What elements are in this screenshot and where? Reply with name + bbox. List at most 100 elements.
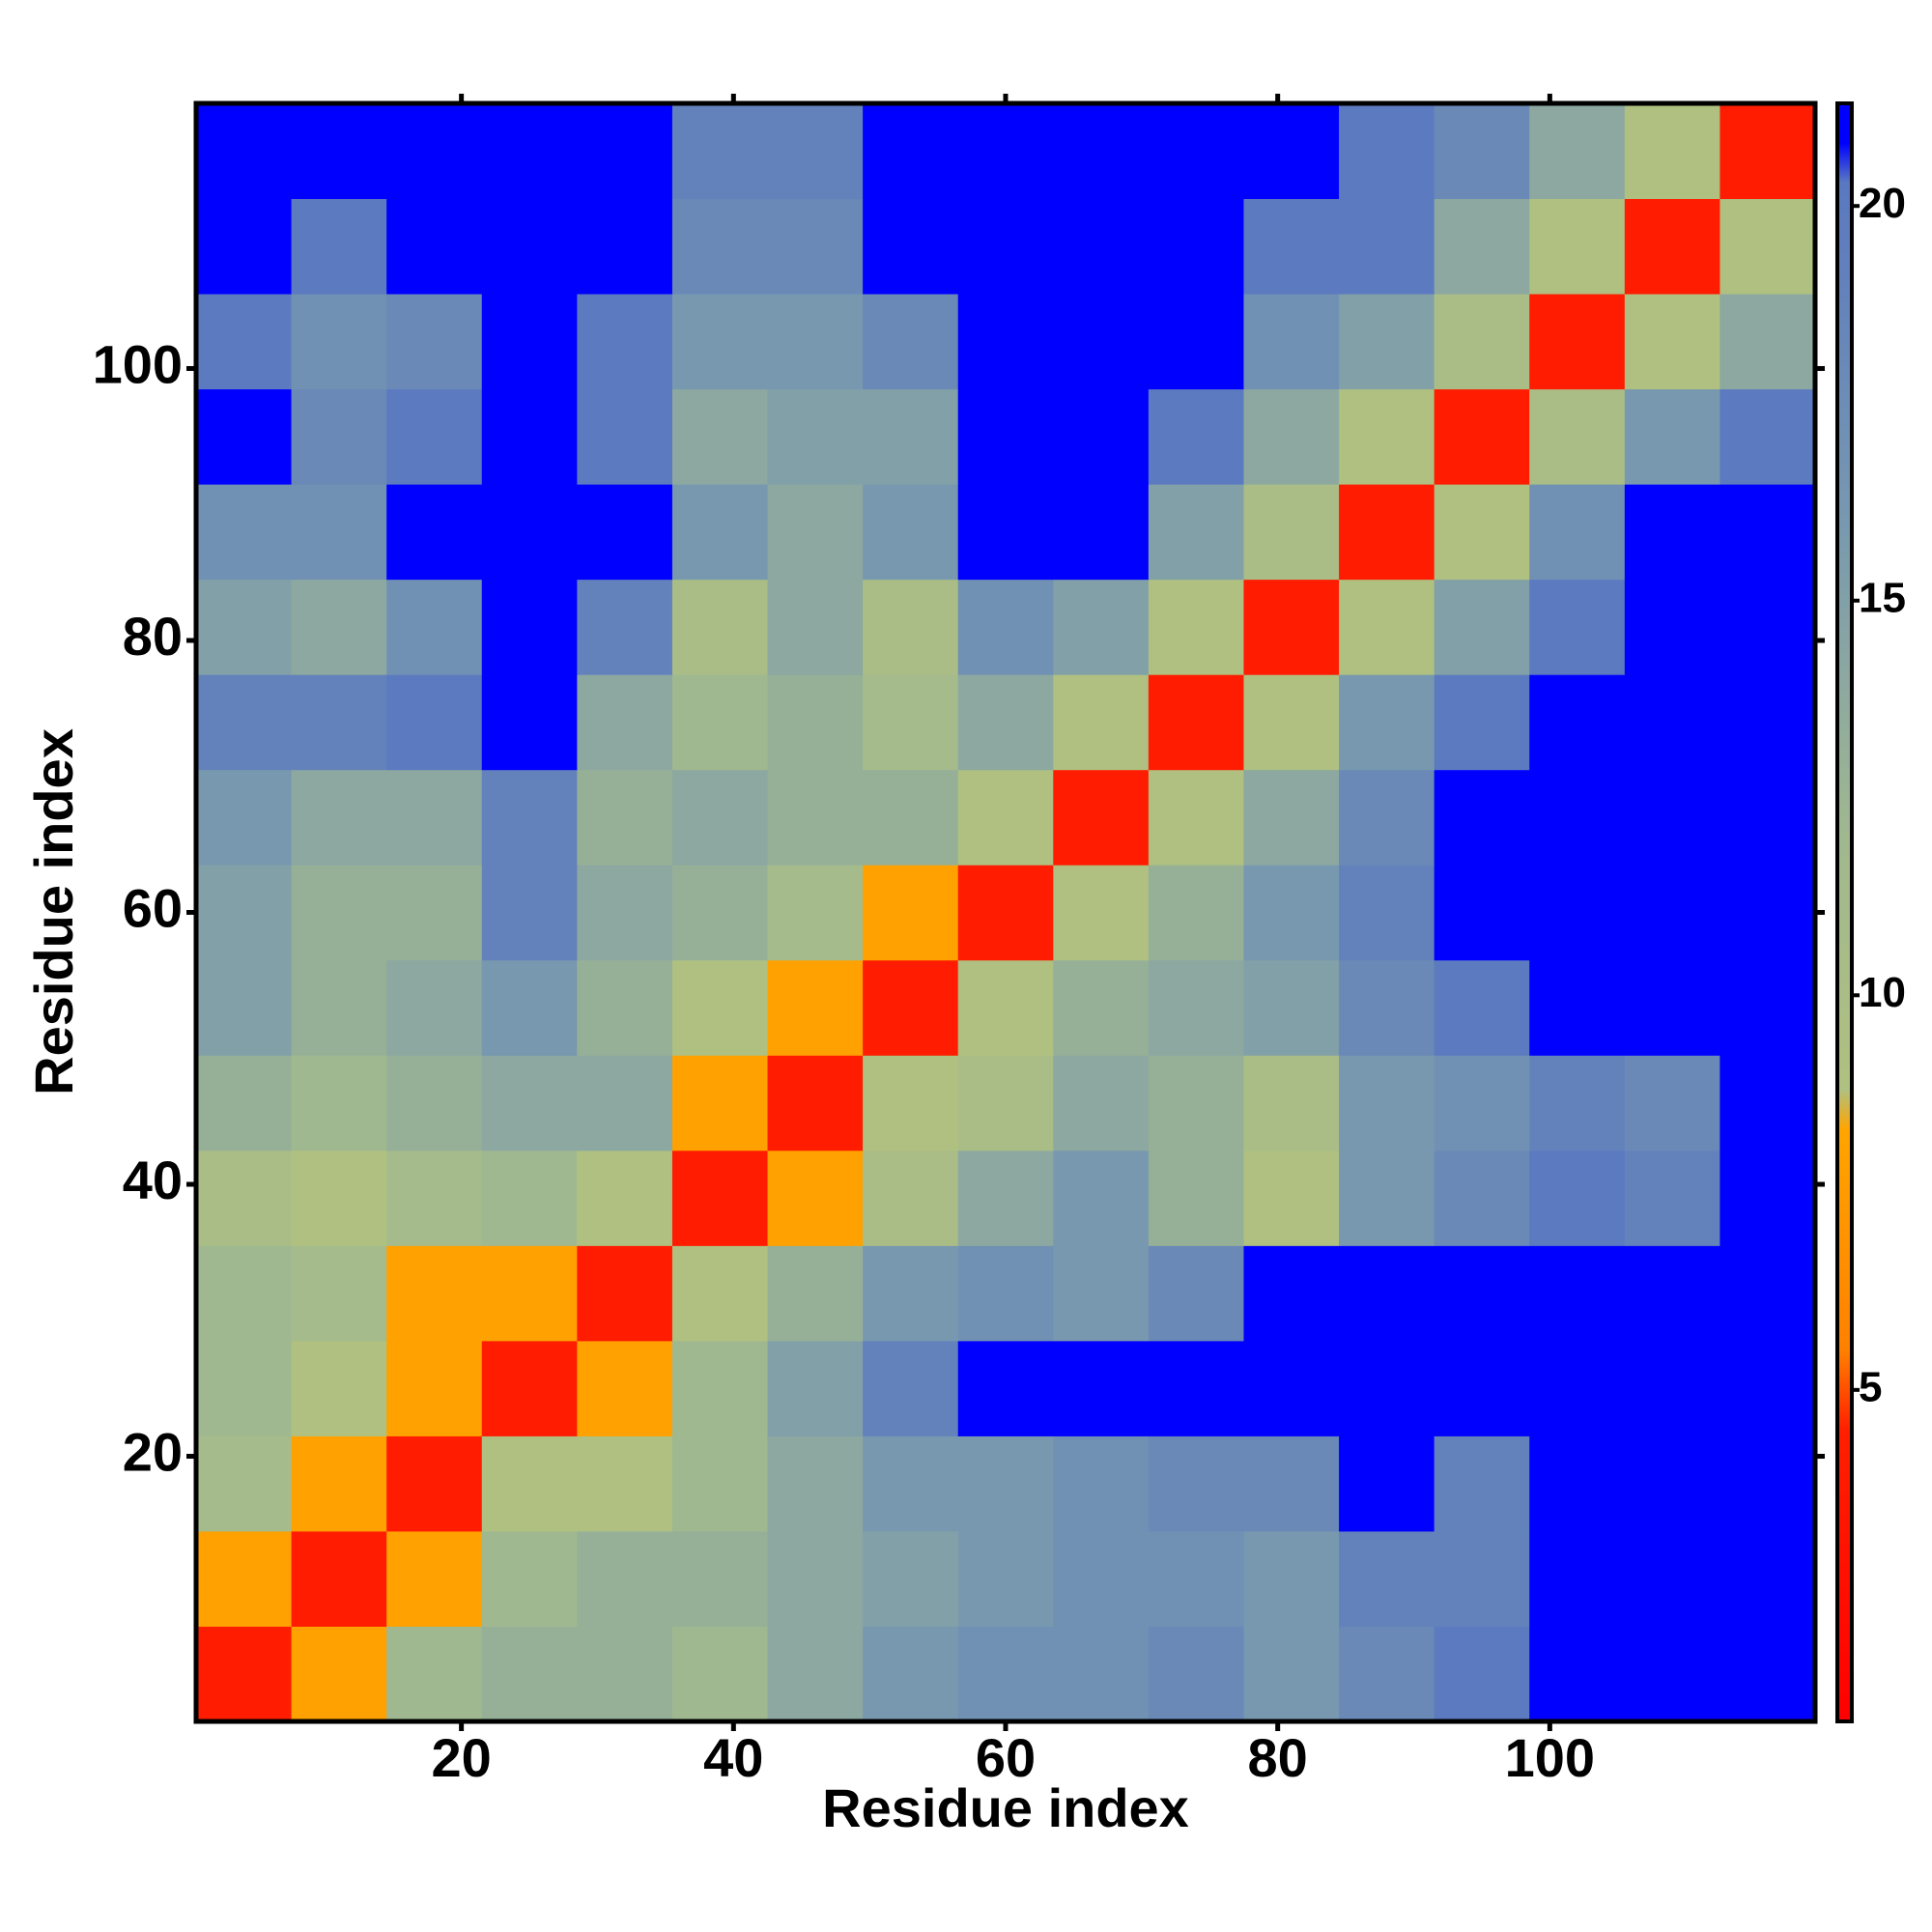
heatmap-cell [481, 1150, 578, 1246]
heatmap-cell [1053, 959, 1150, 1056]
heatmap-cell [1434, 579, 1530, 675]
heatmap-cell [1434, 388, 1530, 485]
heatmap-cell [863, 388, 959, 485]
heatmap-cell [1719, 1055, 1816, 1151]
heatmap-cell [1243, 1626, 1340, 1722]
heatmap-cell [196, 1245, 293, 1342]
heatmap-cell [1624, 1435, 1720, 1532]
heatmap-cell [767, 388, 864, 485]
heatmap-cell [767, 1055, 864, 1151]
heatmap-cell [863, 1055, 959, 1151]
heatmap-cell [1529, 579, 1626, 675]
heatmap-cell [386, 388, 483, 485]
heatmap-cell [577, 1435, 673, 1532]
heatmap-cell [1529, 865, 1626, 961]
heatmap-cell [481, 1245, 578, 1342]
heatmap-cell [671, 1150, 769, 1246]
heatmap-cell [291, 674, 387, 771]
heatmap-cell [863, 1626, 959, 1722]
heatmap-cell [1434, 959, 1530, 1056]
heatmap-cell [1339, 198, 1435, 295]
heatmap-cell [1148, 103, 1244, 200]
heatmap-cell [1719, 388, 1816, 485]
heatmap-cell [291, 959, 387, 1056]
heatmap-cell [196, 579, 293, 675]
heatmap-cell [386, 1150, 483, 1246]
heatmap-cell [1339, 1435, 1435, 1532]
heatmap-cell [196, 959, 293, 1056]
heatmap-cell [1624, 865, 1720, 961]
heatmap-cell [957, 579, 1054, 675]
heatmap-cell [767, 1626, 864, 1722]
heatmap-cell [1148, 1626, 1244, 1722]
heatmap-cell [1243, 103, 1340, 200]
heatmap-cell [957, 1340, 1054, 1436]
heatmap-cell [291, 484, 387, 581]
heatmap-cell [1053, 294, 1150, 390]
heatmap-cell [1053, 1435, 1150, 1532]
heatmap-cell [1148, 1245, 1244, 1342]
heatmap-cell [863, 1245, 959, 1342]
heatmap-cell [957, 959, 1054, 1056]
heatmap-cell [671, 198, 769, 295]
heatmap-cell [1339, 865, 1435, 961]
heatmap-cell [386, 1245, 483, 1342]
heatmap-cell [767, 1245, 864, 1342]
heatmap-cell [1624, 674, 1720, 771]
heatmap-cell [863, 198, 959, 295]
heatmap-cell [481, 484, 578, 581]
heatmap-cell [1434, 1245, 1530, 1342]
heatmap-cell [863, 1150, 959, 1246]
y-axis-label: Residue index [23, 728, 84, 1095]
heatmap-cell [1053, 1626, 1150, 1722]
heatmap-cell [1434, 769, 1530, 866]
heatmap-cell [1529, 1626, 1626, 1722]
heatmap-cell [767, 674, 864, 771]
heatmap-cell [671, 865, 769, 961]
heatmap-cell [1339, 1530, 1435, 1627]
heatmap-cell [481, 103, 578, 200]
heatmap-cell [1243, 959, 1340, 1056]
heatmap-cell [863, 865, 959, 961]
heatmap-cell [1624, 579, 1720, 675]
heatmap-cell [1624, 1055, 1720, 1151]
heatmap-cell [1243, 1245, 1340, 1342]
heatmap-cell [1148, 959, 1244, 1056]
heatmap-cell [577, 198, 673, 295]
heatmap-cell [1053, 198, 1150, 295]
heatmap-cell [1148, 674, 1244, 771]
y-tick-label: 40 [123, 1150, 183, 1210]
heatmap-cell [863, 769, 959, 866]
heatmap-cell [1624, 959, 1720, 1056]
heatmap-cell [767, 1340, 864, 1436]
heatmap-cell [577, 1530, 673, 1627]
heatmap-cell [671, 1245, 769, 1342]
heatmap-cell [767, 1435, 864, 1532]
heatmap-cell [196, 1150, 293, 1246]
heatmap-cell [1434, 674, 1530, 771]
heatmap-cell [1339, 1626, 1435, 1722]
heatmap-cell [767, 769, 864, 866]
x-tick-label: 20 [431, 1727, 491, 1788]
heatmap-cell [577, 674, 673, 771]
heatmap-cell [1053, 579, 1150, 675]
heatmap-cell [1148, 294, 1244, 390]
heatmap-cell [577, 103, 673, 200]
heatmap-cell [291, 1150, 387, 1246]
heatmap-cell [1719, 1245, 1816, 1342]
heatmap-cell [1053, 1150, 1150, 1246]
heatmap-cell [577, 388, 673, 485]
heatmap-cell [767, 484, 864, 581]
heatmap-cell [291, 294, 387, 390]
heatmap-cell [1339, 1245, 1435, 1342]
heatmap-cell [1053, 103, 1150, 200]
x-tick-label: 80 [1248, 1727, 1308, 1788]
x-axis-label: Residue index [822, 1777, 1189, 1838]
heatmap-cell [1529, 769, 1626, 866]
heatmap-cell [671, 1530, 769, 1627]
heatmap-cell [1719, 198, 1816, 295]
heatmap-cell [196, 769, 293, 866]
heatmap-cell [196, 1340, 293, 1436]
heatmap-cell [196, 1626, 293, 1722]
